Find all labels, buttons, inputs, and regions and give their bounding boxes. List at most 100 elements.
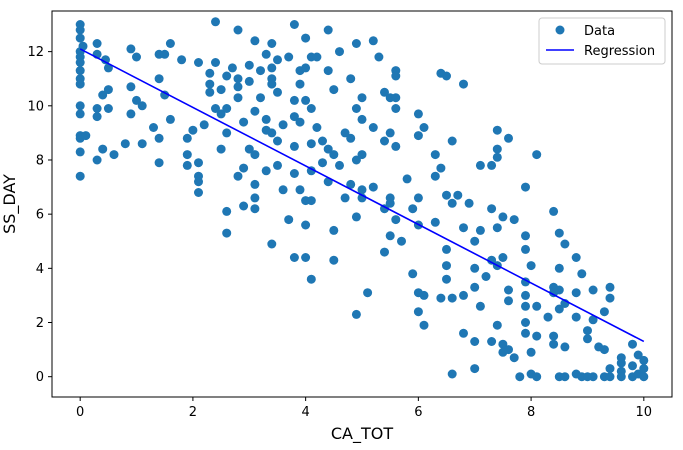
data-point	[284, 215, 294, 225]
data-point	[250, 150, 260, 160]
data-point	[267, 239, 277, 249]
data-point	[447, 369, 457, 379]
data-point	[318, 136, 327, 146]
data-point	[560, 342, 570, 352]
data-point	[447, 293, 457, 303]
data-point	[492, 125, 502, 135]
data-point	[273, 136, 282, 146]
data-point	[301, 220, 311, 230]
data-point	[571, 288, 581, 298]
data-point	[244, 76, 254, 86]
data-point	[554, 285, 564, 295]
data-point	[273, 160, 282, 170]
data-point	[470, 236, 480, 246]
data-point	[92, 155, 102, 165]
data-point	[419, 320, 429, 330]
data-point	[154, 74, 164, 84]
y-tick-label: 12	[27, 45, 44, 60]
data-point	[301, 253, 311, 262]
data-point	[289, 20, 299, 29]
data-point	[239, 163, 249, 173]
data-point	[205, 79, 215, 89]
data-point	[397, 236, 406, 246]
data-point	[357, 93, 367, 103]
data-point	[312, 123, 322, 132]
data-point	[233, 25, 243, 35]
data-point	[543, 312, 553, 322]
data-point	[301, 33, 311, 43]
data-point	[413, 307, 423, 317]
data-point	[447, 136, 457, 146]
data-point	[149, 123, 158, 132]
data-point	[75, 66, 85, 76]
data-point	[521, 244, 530, 254]
data-point	[75, 171, 85, 181]
data-point	[430, 150, 440, 160]
data-point	[368, 182, 378, 192]
data-point	[436, 293, 446, 303]
data-point	[633, 350, 643, 360]
data-point	[408, 204, 418, 214]
y-tick-label: 0	[36, 370, 44, 385]
data-point	[132, 95, 141, 105]
data-point	[267, 79, 277, 89]
x-tick-label: 0	[76, 405, 84, 420]
data-point	[487, 204, 497, 214]
legend: Data Regression	[538, 17, 666, 65]
x-tick-label: 10	[636, 405, 653, 420]
data-point	[521, 182, 530, 192]
data-point	[211, 58, 220, 67]
data-point	[391, 215, 401, 225]
data-point	[459, 79, 468, 89]
data-point	[560, 239, 570, 249]
data-point	[492, 144, 502, 154]
data-point	[577, 269, 587, 279]
data-point	[335, 47, 344, 57]
data-point	[239, 117, 249, 127]
y-tick-label: 6	[36, 208, 44, 223]
data-point	[323, 66, 333, 76]
data-point	[233, 74, 243, 84]
y-axis-label: SS_DAY	[0, 174, 20, 234]
data-point	[329, 85, 339, 95]
data-point	[222, 228, 232, 238]
data-point	[216, 109, 226, 119]
data-point	[526, 347, 536, 357]
data-point	[137, 101, 147, 111]
data-point	[284, 52, 294, 62]
data-point	[335, 160, 344, 170]
data-point	[216, 144, 226, 154]
data-point	[374, 52, 384, 62]
data-point	[98, 90, 108, 100]
data-point	[329, 255, 339, 265]
y-tick-label: 8	[36, 153, 44, 168]
data-point	[470, 282, 480, 292]
data-point	[554, 263, 564, 273]
data-point	[199, 120, 209, 130]
data-point	[126, 82, 136, 92]
data-point	[154, 158, 164, 168]
data-point	[571, 312, 581, 322]
x-axis-label: CA_TOT	[331, 424, 393, 444]
data-point	[391, 141, 401, 151]
data-point	[75, 58, 85, 67]
data-point	[75, 101, 85, 111]
data-point	[267, 39, 277, 48]
data-point	[194, 158, 203, 168]
data-point	[453, 190, 463, 200]
data-point	[470, 364, 480, 374]
data-point	[233, 171, 243, 181]
data-point	[430, 171, 440, 181]
data-point	[346, 74, 356, 84]
x-axis-ticks: 0 2 4 6 8 10	[76, 397, 652, 420]
data-point	[222, 206, 232, 216]
data-point	[289, 253, 299, 262]
data-point	[616, 358, 626, 368]
data-point	[126, 109, 136, 119]
data-point	[346, 179, 356, 189]
data-point	[571, 253, 581, 262]
data-point	[120, 139, 130, 149]
data-point	[216, 85, 226, 95]
data-point	[250, 179, 260, 189]
data-point	[380, 136, 389, 146]
